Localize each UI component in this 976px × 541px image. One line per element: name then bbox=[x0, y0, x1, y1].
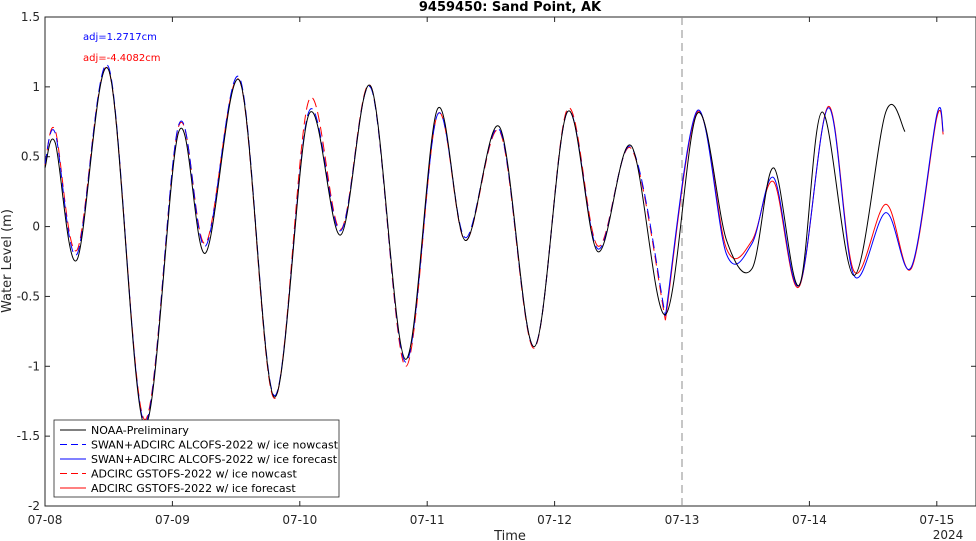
x-year-label: 2024 bbox=[933, 528, 964, 541]
legend-label: SWAN+ADCIRC ALCOFS-2022 w/ ice nowcast bbox=[91, 439, 339, 452]
x-axis-ticks: 07-08 07-09 07-10 07-11 07-12 07-13 07-14 07-15 bbox=[28, 17, 954, 527]
x-tick-label: 07-15 bbox=[919, 513, 954, 527]
x-tick-label: 07-09 bbox=[155, 513, 190, 527]
chart-title: 9459450: Sand Point, AK bbox=[419, 0, 602, 15]
y-tick-label: 0.5 bbox=[21, 150, 40, 164]
x-tick-label: 07-10 bbox=[282, 513, 317, 527]
y-axis-ticks: -2 -1.5 -1 -0.5 0 0.5 1 1.5 bbox=[17, 10, 976, 513]
legend-label: ADCIRC GSTOFS-2022 w/ ice forecast bbox=[91, 482, 296, 495]
x-tick-label: 07-14 bbox=[792, 513, 827, 527]
legend-label: ADCIRC GSTOFS-2022 w/ ice nowcast bbox=[91, 468, 297, 481]
adj-annotation-blue: adj=1.2717cm bbox=[83, 32, 157, 43]
series-line-0 bbox=[44, 67, 906, 426]
legend-box bbox=[53, 419, 340, 498]
adj-annotation-red: adj=-4.4082cm bbox=[83, 53, 160, 64]
x-axis-label: Time bbox=[493, 529, 526, 541]
series-line-2 bbox=[664, 106, 944, 317]
y-tick-label: 0 bbox=[32, 220, 40, 234]
x-tick-label: 07-11 bbox=[410, 513, 445, 527]
x-tick-label: 07-12 bbox=[537, 513, 572, 527]
y-tick-label: -1 bbox=[28, 359, 40, 373]
y-tick-label: -2 bbox=[28, 499, 40, 513]
y-tick-label: 1.5 bbox=[21, 10, 40, 24]
x-tick-label: 07-08 bbox=[28, 513, 63, 527]
legend: NOAA-Preliminary SWAN+ADCIRC ALCOFS-2022 … bbox=[53, 419, 340, 498]
y-axis-label: Water Level (m) bbox=[0, 209, 15, 313]
series-lines bbox=[44, 64, 944, 426]
x-tick-label: 07-13 bbox=[665, 513, 700, 527]
y-tick-label: -0.5 bbox=[17, 289, 40, 303]
y-tick-label: 1 bbox=[32, 80, 40, 94]
y-tick-label: -1.5 bbox=[17, 429, 40, 443]
legend-label: SWAN+ADCIRC ALCOFS-2022 w/ ice forecast bbox=[91, 453, 338, 466]
legend-label: NOAA-Preliminary bbox=[91, 424, 189, 437]
